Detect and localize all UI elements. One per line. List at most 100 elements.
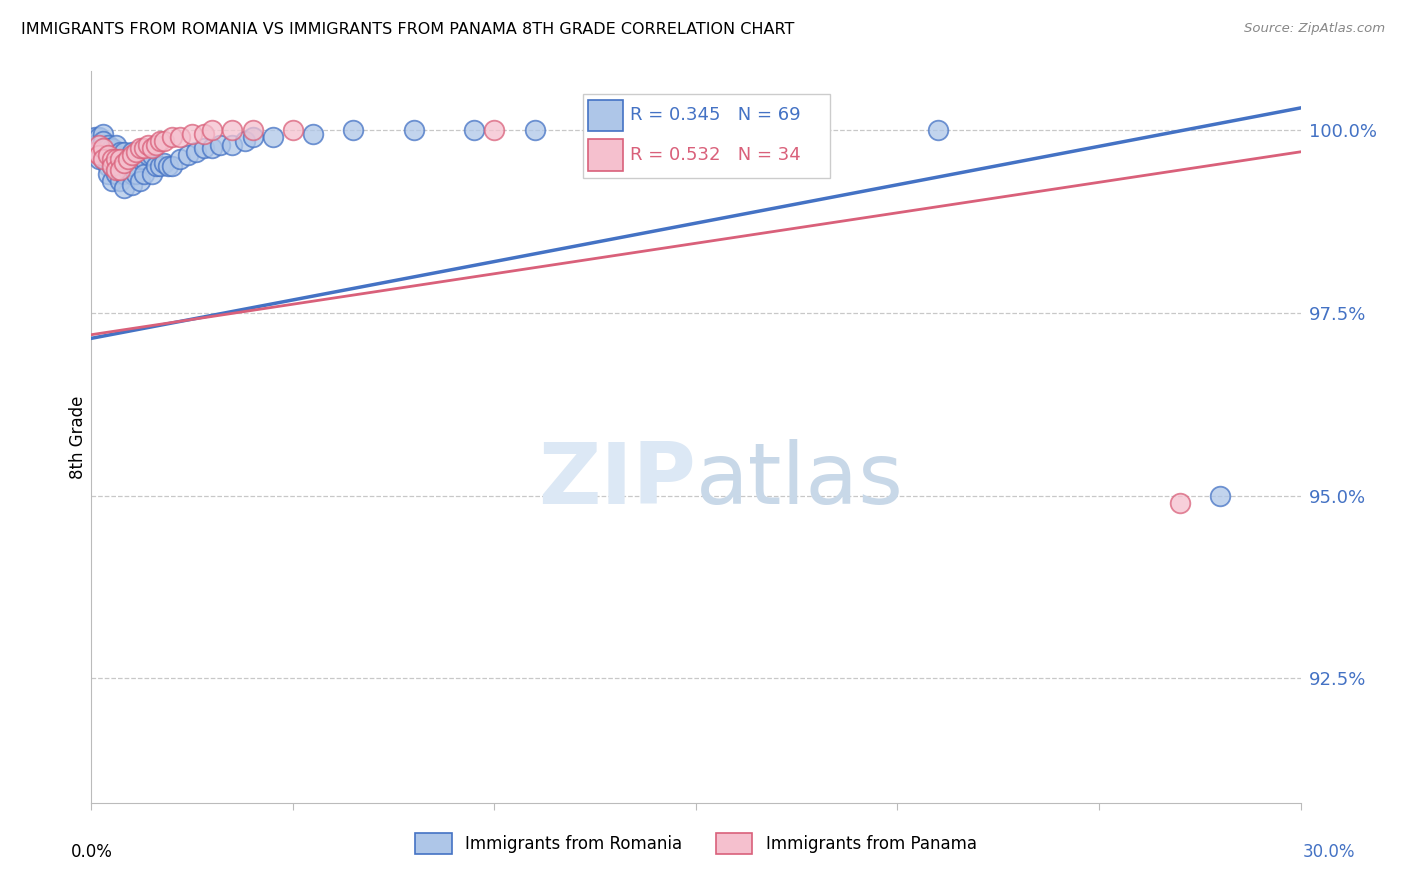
Point bbox=[84, 137, 107, 152]
Point bbox=[112, 155, 135, 169]
Text: 0.0%: 0.0% bbox=[70, 843, 112, 861]
Point bbox=[89, 130, 111, 145]
Point bbox=[96, 167, 118, 181]
Point bbox=[112, 181, 135, 195]
Point bbox=[93, 145, 115, 159]
Point bbox=[96, 141, 118, 155]
Point bbox=[84, 145, 107, 159]
Point bbox=[193, 127, 215, 141]
Text: IMMIGRANTS FROM ROMANIA VS IMMIGRANTS FROM PANAMA 8TH GRADE CORRELATION CHART: IMMIGRANTS FROM ROMANIA VS IMMIGRANTS FR… bbox=[21, 22, 794, 37]
Point bbox=[96, 148, 118, 162]
Point bbox=[108, 174, 131, 188]
Point bbox=[104, 137, 127, 152]
Point bbox=[281, 123, 304, 137]
Point bbox=[121, 167, 143, 181]
Point bbox=[145, 160, 167, 174]
Point bbox=[156, 160, 179, 174]
Point bbox=[177, 148, 200, 162]
Point bbox=[104, 167, 127, 181]
Point bbox=[96, 152, 118, 166]
FancyBboxPatch shape bbox=[589, 139, 623, 170]
Point bbox=[117, 152, 139, 166]
Point bbox=[104, 160, 127, 174]
Point bbox=[84, 130, 107, 145]
Point bbox=[169, 130, 191, 145]
Point bbox=[169, 152, 191, 166]
Point bbox=[342, 123, 364, 137]
Point bbox=[233, 134, 256, 148]
Point bbox=[104, 163, 127, 178]
Point bbox=[160, 160, 183, 174]
Point bbox=[96, 160, 118, 174]
Point bbox=[484, 123, 506, 137]
Point bbox=[121, 148, 143, 162]
Point bbox=[1209, 489, 1232, 503]
Point bbox=[1168, 496, 1191, 510]
Point bbox=[108, 163, 131, 178]
Point bbox=[201, 141, 224, 155]
Point bbox=[128, 141, 150, 155]
Point bbox=[96, 137, 118, 152]
Point bbox=[100, 141, 122, 155]
Point bbox=[141, 148, 163, 162]
Point bbox=[136, 137, 159, 152]
Point bbox=[149, 160, 172, 174]
Point bbox=[121, 155, 143, 169]
Point bbox=[125, 167, 148, 181]
Point bbox=[108, 145, 131, 159]
Point bbox=[112, 155, 135, 169]
Point bbox=[221, 123, 243, 137]
Point bbox=[93, 152, 115, 166]
Point bbox=[153, 134, 176, 148]
Point bbox=[108, 163, 131, 178]
Point bbox=[104, 152, 127, 166]
Point bbox=[89, 137, 111, 152]
Point bbox=[89, 148, 111, 162]
Point bbox=[160, 130, 183, 145]
Point bbox=[136, 148, 159, 162]
Point bbox=[117, 163, 139, 178]
Point bbox=[108, 152, 131, 166]
Point bbox=[125, 148, 148, 162]
Point bbox=[927, 123, 949, 137]
FancyBboxPatch shape bbox=[583, 94, 830, 178]
Point bbox=[193, 141, 215, 155]
Point bbox=[145, 137, 167, 152]
Point bbox=[93, 141, 115, 155]
Point bbox=[132, 167, 155, 181]
Point bbox=[132, 141, 155, 155]
Point bbox=[93, 127, 115, 141]
Point bbox=[141, 167, 163, 181]
Text: ZIP: ZIP bbox=[538, 440, 696, 523]
Point bbox=[221, 137, 243, 152]
FancyBboxPatch shape bbox=[589, 100, 623, 131]
Point bbox=[402, 123, 425, 137]
Point bbox=[141, 141, 163, 155]
Point bbox=[100, 152, 122, 166]
Point bbox=[242, 123, 264, 137]
Point bbox=[121, 145, 143, 159]
Point bbox=[125, 145, 148, 159]
Point bbox=[100, 160, 122, 174]
Point bbox=[93, 152, 115, 166]
Point bbox=[89, 145, 111, 159]
Point bbox=[725, 123, 748, 137]
Point bbox=[108, 152, 131, 166]
Point bbox=[112, 167, 135, 181]
Point bbox=[302, 127, 325, 141]
Point bbox=[100, 160, 122, 174]
Text: R = 0.532   N = 34: R = 0.532 N = 34 bbox=[630, 146, 801, 164]
Point bbox=[93, 134, 115, 148]
Point bbox=[89, 152, 111, 166]
Point bbox=[262, 130, 284, 145]
Point bbox=[149, 134, 172, 148]
Text: atlas: atlas bbox=[696, 440, 904, 523]
Text: Source: ZipAtlas.com: Source: ZipAtlas.com bbox=[1244, 22, 1385, 36]
Point bbox=[463, 123, 485, 137]
Point bbox=[100, 152, 122, 166]
Text: 30.0%: 30.0% bbox=[1302, 843, 1355, 861]
Point bbox=[104, 148, 127, 162]
Y-axis label: 8th Grade: 8th Grade bbox=[69, 395, 87, 479]
Point bbox=[153, 155, 176, 169]
Point bbox=[186, 145, 208, 159]
